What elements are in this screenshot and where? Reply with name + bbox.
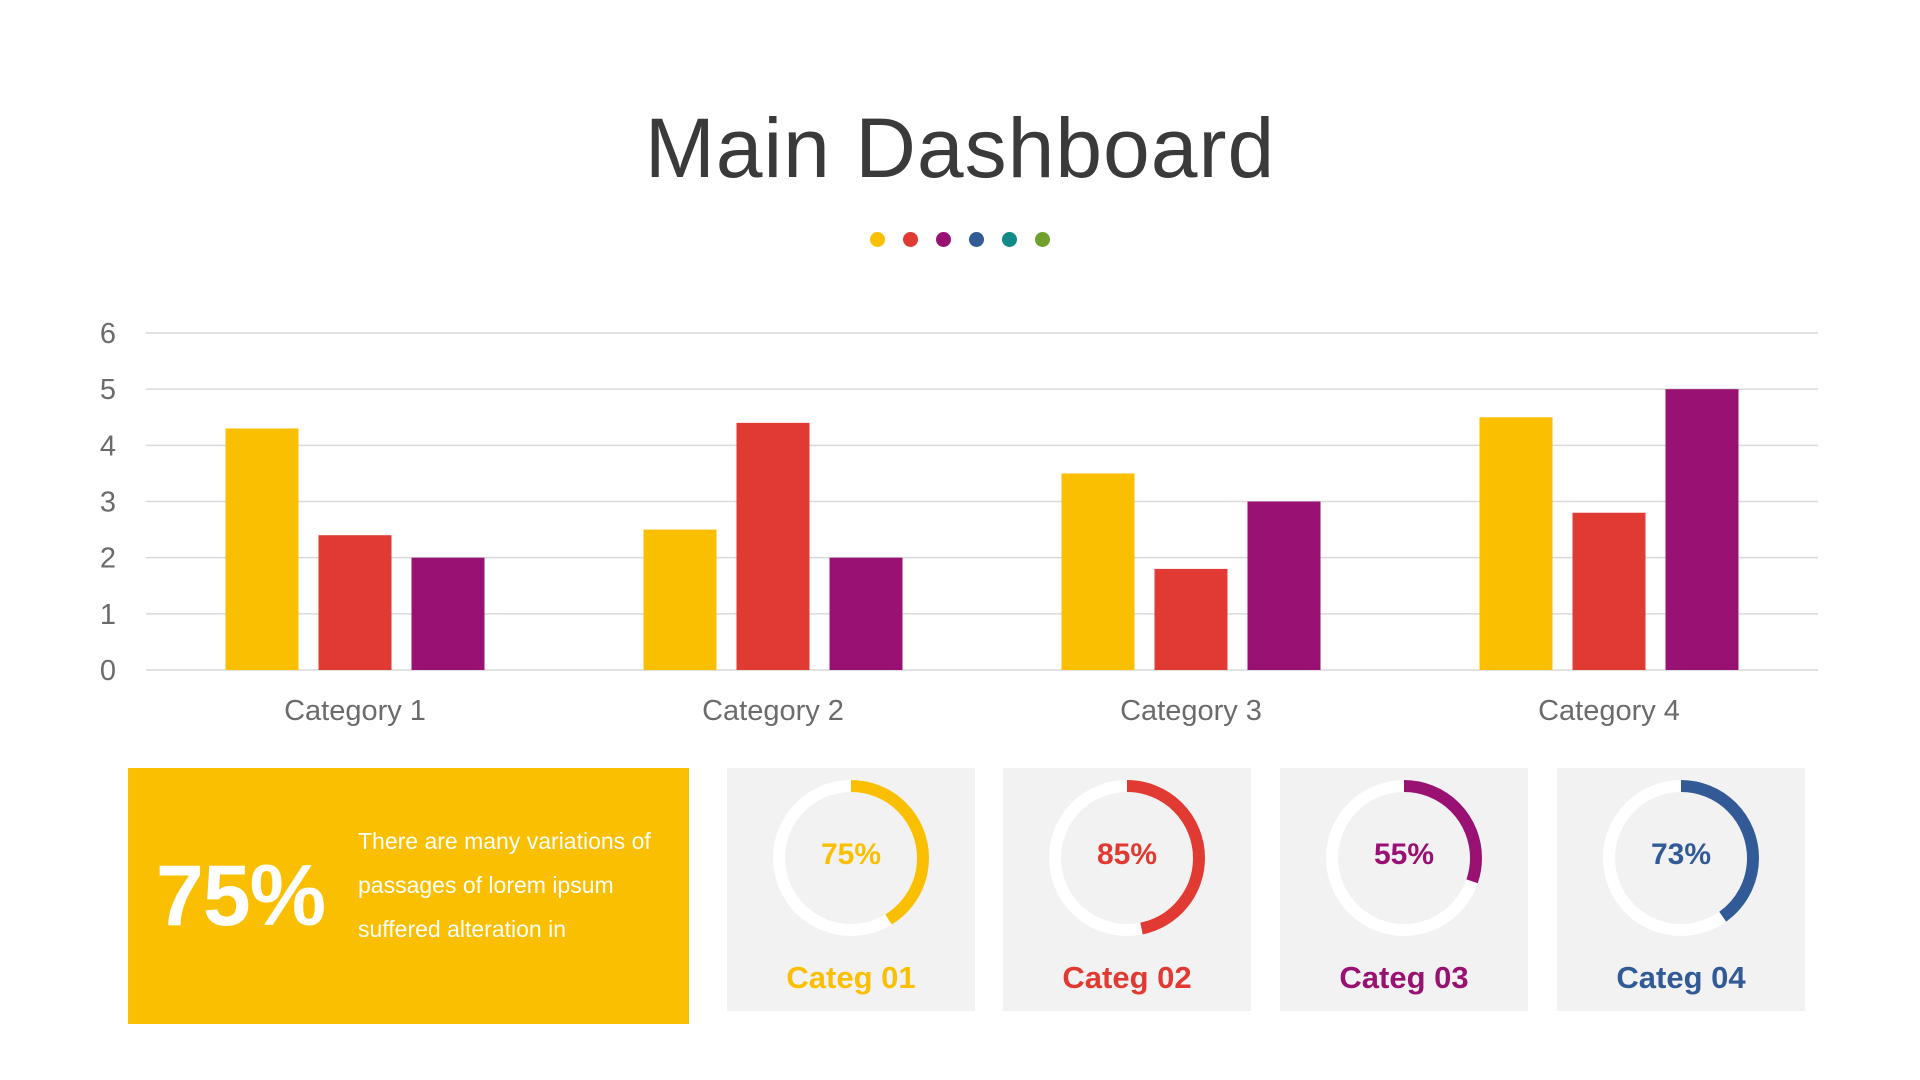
dot-purple (936, 232, 951, 247)
dot-green (1035, 232, 1050, 247)
dot-red (903, 232, 918, 247)
card-label: Categ 03 (1339, 960, 1469, 995)
dot-blue (969, 232, 984, 247)
bar (225, 428, 299, 670)
progress-ring (1326, 780, 1482, 936)
summary-text: There are many variations of passages of… (358, 828, 651, 942)
bar (643, 529, 717, 670)
x-tick-label: Category 4 (1538, 695, 1680, 727)
category-card: 75% Categ 01 (727, 768, 975, 1011)
y-tick-label: 2 (100, 543, 116, 575)
progress-ring (773, 780, 929, 936)
card-label: Categ 02 (1062, 960, 1192, 995)
page-title: Main Dashboard (644, 101, 1276, 195)
dot-yellow (870, 232, 885, 247)
ring-progress-arc (1326, 780, 1482, 936)
category-card: 55% Categ 03 (1280, 768, 1528, 1011)
bar (829, 557, 903, 670)
x-tick-label: Category 1 (284, 695, 426, 727)
summary-panel: 75% There are many variations of passage… (128, 768, 689, 1024)
bar (411, 557, 485, 670)
category-card: 85% Categ 02 (1003, 768, 1251, 1011)
y-tick-label: 6 (100, 318, 116, 350)
ring-percent: 85% (1096, 838, 1158, 871)
bar (1061, 473, 1135, 670)
ring-percent: 75% (820, 838, 882, 871)
card-label: Categ 01 (786, 960, 916, 995)
bar (1247, 501, 1321, 670)
y-tick-label: 0 (100, 655, 116, 687)
summary-percent: 75% (156, 847, 326, 944)
bar (1154, 568, 1228, 670)
y-tick-label: 3 (100, 487, 116, 519)
ring-percent: 55% (1373, 838, 1435, 871)
ring-percent: 73% (1650, 838, 1712, 871)
progress-ring (1603, 780, 1759, 936)
y-tick-label: 5 (100, 374, 116, 406)
bar (318, 535, 392, 670)
bar (1665, 389, 1739, 670)
ring-progress-arc (773, 780, 929, 936)
title-dots (0, 232, 1920, 247)
y-tick-label: 1 (100, 599, 116, 631)
bar (736, 422, 810, 670)
x-tick-label: Category 3 (1120, 695, 1262, 727)
bar-chart: 0 1 2 3 4 5 6 Category 1 Category 2 Category 3 Cat… (100, 318, 1818, 727)
bar (1572, 512, 1646, 670)
card-label: Categ 04 (1616, 960, 1746, 995)
ring-progress-arc (1049, 780, 1205, 936)
ring-progress-arc (1603, 780, 1759, 936)
x-tick-label: Category 2 (702, 695, 844, 727)
dot-teal (1002, 232, 1017, 247)
y-tick-label: 4 (100, 430, 116, 462)
category-card: 73% Categ 04 (1557, 768, 1805, 1011)
progress-ring (1049, 780, 1205, 936)
bar (1479, 417, 1553, 670)
